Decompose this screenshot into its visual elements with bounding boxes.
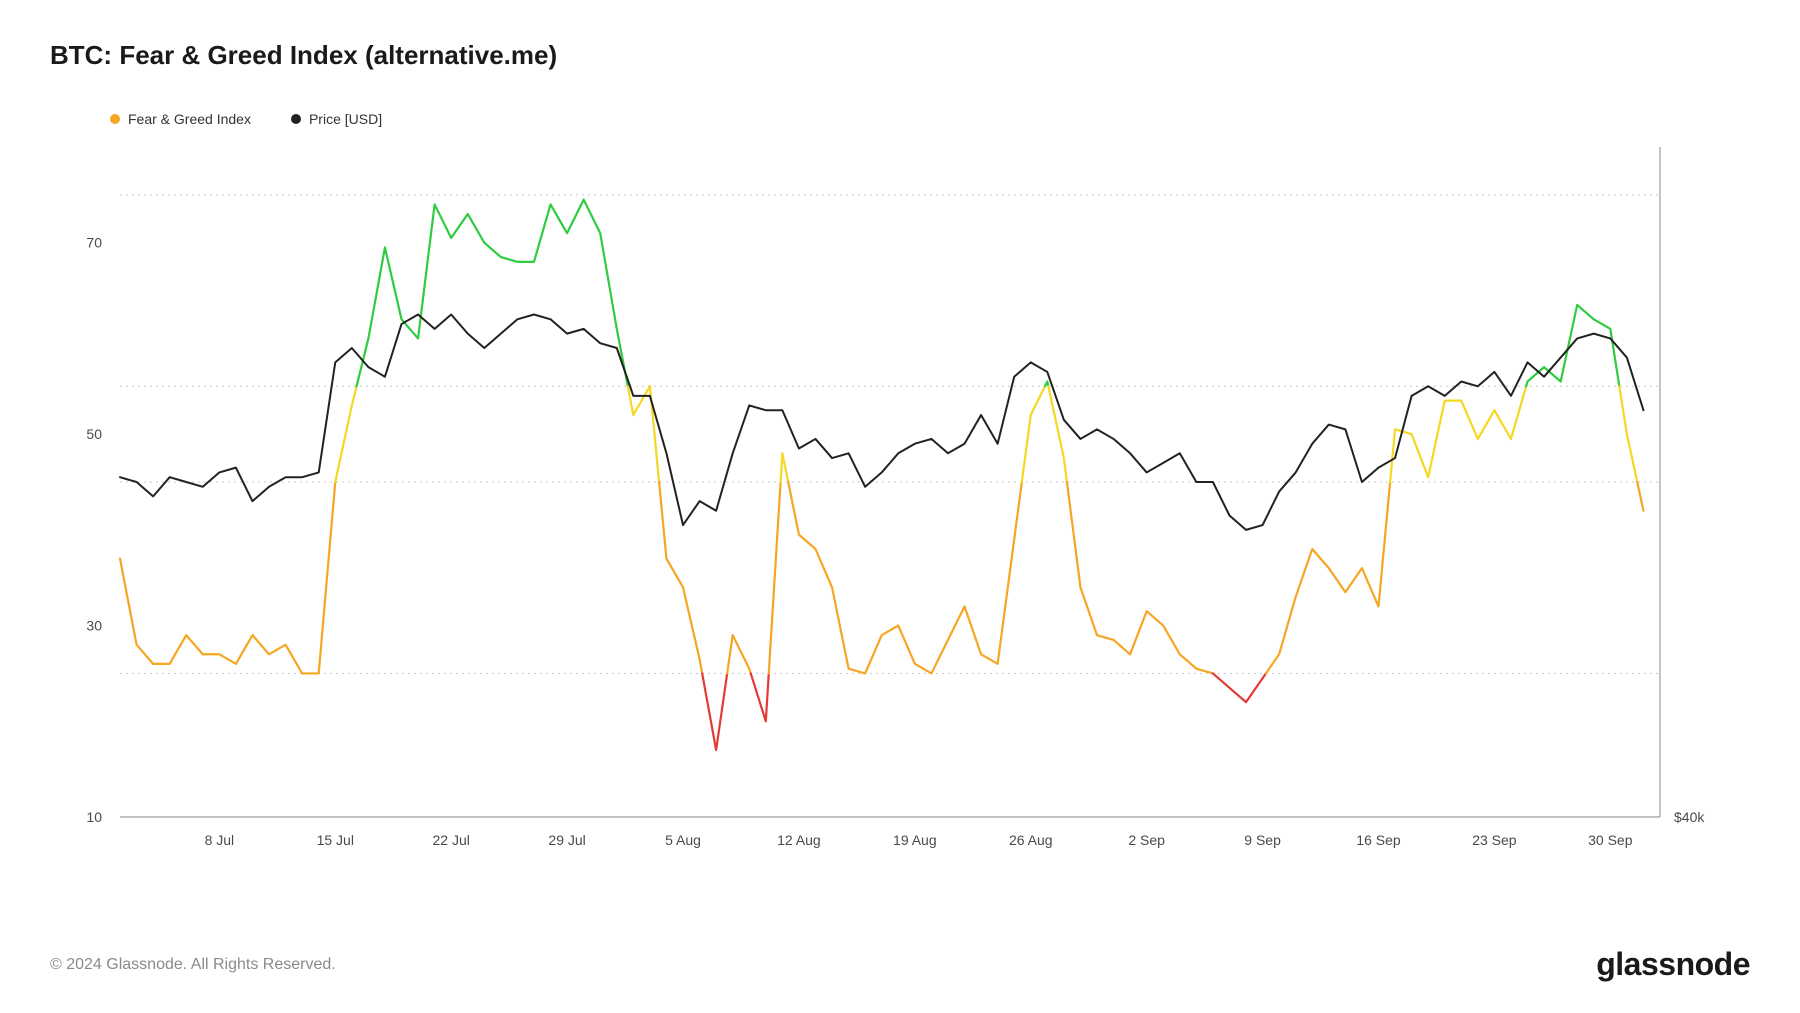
svg-text:10: 10	[86, 809, 102, 825]
svg-text:19 Aug: 19 Aug	[893, 832, 937, 848]
legend-item-price: Price [USD]	[291, 111, 382, 127]
svg-text:30 Sep: 30 Sep	[1588, 832, 1633, 848]
svg-text:30: 30	[86, 618, 102, 634]
svg-text:50: 50	[86, 426, 102, 442]
chart-svg: 10 30 50 70 8 Jul 15 Jul 22 Jul 29 Jul 5 Aug 12 A…	[50, 137, 1750, 867]
chart-area: 10 30 50 70 8 Jul 15 Jul 22 Jul 29 Jul 5 Aug 12 A…	[50, 137, 1750, 867]
svg-text:16 Sep: 16 Sep	[1356, 832, 1401, 848]
svg-text:$40k: $40k	[1674, 809, 1705, 825]
svg-text:15 Jul: 15 Jul	[317, 832, 354, 848]
svg-text:22 Jul: 22 Jul	[433, 832, 470, 848]
copyright: © 2024 Glassnode. All Rights Reserved.	[50, 956, 336, 974]
legend-label-price: Price [USD]	[309, 111, 382, 127]
legend: Fear & Greed Index Price [USD]	[110, 111, 1750, 127]
svg-text:29 Jul: 29 Jul	[548, 832, 585, 848]
legend-dot-price	[291, 114, 301, 124]
svg-text:9 Sep: 9 Sep	[1244, 832, 1281, 848]
legend-dot-fng	[110, 114, 120, 124]
svg-text:8 Jul: 8 Jul	[205, 832, 235, 848]
svg-text:23 Sep: 23 Sep	[1472, 832, 1517, 848]
svg-text:2 Sep: 2 Sep	[1128, 832, 1165, 848]
chart-title: BTC: Fear & Greed Index (alternative.me)	[50, 40, 1750, 71]
legend-item-fng: Fear & Greed Index	[110, 111, 251, 127]
brand-logo: glassnode	[1596, 946, 1750, 983]
svg-text:26 Aug: 26 Aug	[1009, 832, 1053, 848]
svg-text:12 Aug: 12 Aug	[777, 832, 821, 848]
legend-label-fng: Fear & Greed Index	[128, 111, 251, 127]
svg-text:70: 70	[86, 235, 102, 251]
svg-text:5 Aug: 5 Aug	[665, 832, 701, 848]
